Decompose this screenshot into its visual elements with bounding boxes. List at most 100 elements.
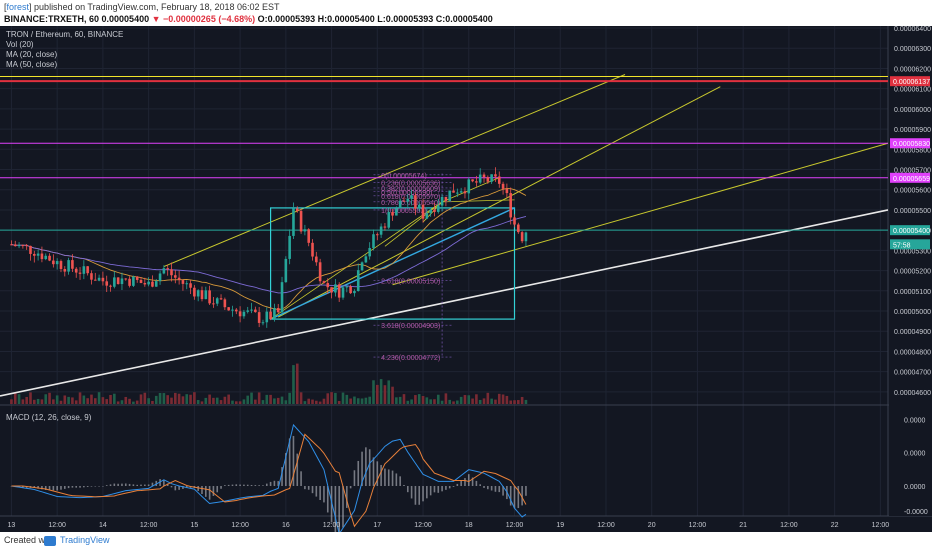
volume-bar: [238, 401, 242, 404]
candle: [509, 187, 512, 225]
volume-bar: [402, 394, 406, 404]
price-tick-label: 0.00005000: [894, 309, 931, 316]
candle-body: [219, 298, 223, 300]
macd-histogram-bar: [498, 486, 501, 493]
candle-body: [497, 176, 501, 184]
candle-body: [200, 290, 204, 300]
author-link[interactable]: forest: [6, 2, 30, 12]
candle: [48, 253, 51, 262]
candle: [467, 177, 471, 200]
candle: [478, 168, 482, 185]
macd-histogram-bar: [292, 435, 295, 486]
time-tick-label: 22: [831, 522, 839, 529]
candle-body: [135, 276, 139, 280]
candle-body: [257, 312, 261, 323]
price-tick-label: 0.00004800: [894, 349, 931, 356]
channel-upper-line: [163, 74, 626, 268]
macd-histogram-bar: [262, 485, 264, 486]
macd-histogram-bar: [22, 486, 24, 488]
candle-body: [234, 309, 238, 312]
candle-body: [238, 311, 242, 317]
candle: [452, 183, 455, 193]
volume-bar: [311, 399, 314, 404]
candle: [200, 286, 204, 302]
fib-level: 0.236(0.00005636): [373, 180, 454, 187]
volume-bar: [143, 392, 147, 404]
macd-histogram-bar: [334, 486, 337, 532]
volume-bar: [376, 384, 379, 404]
macd-histogram-bar: [353, 470, 356, 486]
candle: [113, 271, 116, 289]
tradingview-brand[interactable]: TradingView: [60, 535, 110, 545]
candle: [444, 196, 448, 207]
volume-bar: [25, 396, 28, 404]
candle-body: [74, 268, 78, 273]
candle: [433, 202, 436, 217]
macd-histogram-bar: [326, 486, 329, 513]
chart-svg[interactable]: 0(0.00005674)0.236(0.00005636)0.382(0.00…: [0, 26, 932, 532]
macd-histogram-bar: [155, 480, 158, 486]
candle: [170, 262, 173, 282]
macd-histogram-bar: [52, 486, 55, 491]
macd-histogram-bar: [281, 467, 283, 486]
time-tick-label: 15: [190, 522, 198, 529]
volume-bar: [387, 380, 391, 404]
candle: [33, 250, 36, 263]
candle-body: [177, 277, 181, 281]
candle: [356, 263, 360, 292]
macd-histogram-bar: [391, 470, 394, 486]
volume-bar: [10, 399, 13, 404]
candle: [97, 274, 101, 282]
candle-body: [246, 310, 250, 312]
volume-bar: [406, 400, 410, 404]
ma-50-line: [11, 215, 527, 294]
volume-bar: [44, 394, 48, 404]
macd-histogram-bar: [37, 486, 39, 489]
candle: [238, 306, 242, 323]
candle-body: [387, 212, 391, 228]
volume-bar: [174, 392, 177, 404]
macd-histogram-bar: [361, 451, 363, 486]
time-axis: 13 12:00 14 12:00 15 12:00 16 12:00 17 12:00 18 12:…: [8, 522, 890, 529]
volume-bar: [482, 398, 486, 404]
chart-area[interactable]: 0(0.00005674) 0.236(0.00005636) 0.382(0.00…: [0, 26, 932, 532]
volume-bar: [212, 397, 215, 404]
candle-body: [311, 242, 314, 257]
candle: [189, 280, 192, 294]
candle-body: [288, 235, 291, 259]
candle: [482, 172, 486, 183]
macd-histogram-bar: [243, 484, 245, 486]
volume-bar: [463, 395, 467, 404]
volume-bar: [227, 394, 230, 404]
candle: [166, 264, 169, 276]
time-tick-label: 12:00: [872, 522, 890, 529]
macd-histogram-bar: [483, 486, 485, 488]
candle-body: [376, 234, 379, 236]
candle: [395, 206, 398, 216]
candle: [276, 304, 280, 314]
candle-body: [280, 282, 284, 313]
candle-body: [29, 245, 32, 254]
price-tick-label: 0.00004600: [894, 390, 931, 397]
candle-body: [402, 200, 406, 202]
candle: [410, 189, 413, 206]
candle-body: [143, 283, 147, 285]
fib-fan-line: [384, 201, 443, 247]
macd-histogram-bar: [330, 486, 333, 523]
candle-body: [162, 268, 166, 274]
price-tick-label: 0.00005800: [894, 147, 931, 154]
volume-bar: [467, 395, 471, 404]
volume-bar: [162, 393, 166, 404]
candle: [280, 276, 284, 316]
candle: [524, 231, 528, 247]
candle-body: [44, 255, 48, 260]
volume-bar: [509, 400, 512, 404]
volume-bar: [128, 398, 131, 404]
candle: [505, 183, 509, 198]
candle-body: [417, 204, 421, 209]
candle: [219, 294, 223, 300]
macd-histogram-bar: [83, 486, 85, 488]
candle: [40, 246, 44, 263]
published-text: published on TradingView.com, February 1…: [34, 2, 280, 12]
volume-bar: [280, 396, 284, 404]
